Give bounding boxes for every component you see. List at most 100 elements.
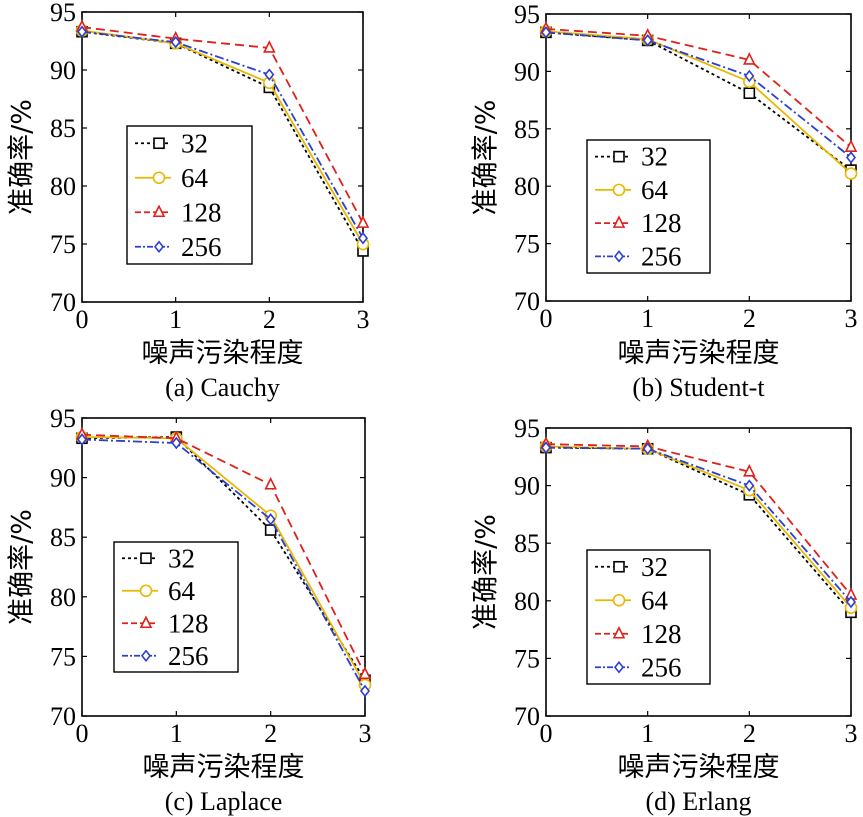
plot-frame xyxy=(545,427,852,717)
series-line-256 xyxy=(545,446,852,603)
legend-box xyxy=(126,125,253,265)
x-tick-label: 2 xyxy=(743,304,756,333)
y-tick-label: 70 xyxy=(514,702,540,731)
data-point-256 xyxy=(744,69,755,83)
legend-label-32: 32 xyxy=(181,128,208,158)
legend-label-64: 64 xyxy=(641,175,669,205)
legend-marker-64 xyxy=(612,593,626,607)
legend-label-256: 256 xyxy=(641,652,682,682)
data-point-256 xyxy=(264,68,275,81)
chart-panel-4: 70 75 80 85 90 95 0 1 2 3 噪声污染程度 准确率/% (d) Erlang 326… xyxy=(471,414,858,816)
x-axis-label: 噪声污染程度 xyxy=(618,752,780,783)
legend-marker-64 xyxy=(612,183,626,197)
chart-panel-3: 70 75 80 85 90 95 0 1 2 3 噪声污染程度 准确率/% (c) Laplace 32… xyxy=(7,404,372,816)
data-point-256 xyxy=(744,479,755,492)
legend-label-32: 32 xyxy=(168,543,195,573)
legend-label-128: 128 xyxy=(641,619,682,649)
data-point-256 xyxy=(845,595,857,609)
legend-marker-64 xyxy=(139,584,153,598)
legend-marker-64 xyxy=(152,171,166,185)
plot-frame xyxy=(81,11,364,303)
legend-marker-32 xyxy=(613,560,625,573)
y-tick-label: 80 xyxy=(50,172,76,201)
data-point-128 xyxy=(356,215,370,228)
y-tick-label: 75 xyxy=(50,230,76,259)
y-axis-label: 准确率/% xyxy=(7,99,38,215)
data-point-32 xyxy=(743,87,756,100)
x-tick-label: 1 xyxy=(170,719,183,748)
legend-label-128: 128 xyxy=(168,608,209,638)
data-point-256 xyxy=(76,25,88,39)
y-tick-label: 95 xyxy=(514,414,540,443)
data-point-256 xyxy=(540,26,552,39)
x-axis-label: 噪声污染程度 xyxy=(143,752,305,783)
legend-marker-128 xyxy=(139,615,153,629)
chart-panel-1: 70 75 80 85 90 95 0 1 2 3 噪声污染程度 准确率/% (a) Cauchy 32 6… xyxy=(7,0,370,402)
legend-box xyxy=(586,549,711,685)
series-line-32 xyxy=(81,30,364,252)
y-tick-label: 80 xyxy=(50,583,76,612)
y-tick-label: 70 xyxy=(514,287,540,316)
legend-label-256: 256 xyxy=(641,241,682,271)
chart-caption: (a) Cauchy xyxy=(165,373,280,402)
y-tick-label: 80 xyxy=(514,172,540,201)
x-tick-label: 3 xyxy=(845,719,858,748)
y-tick-label: 75 xyxy=(50,642,76,671)
legend-label-32: 32 xyxy=(641,552,668,582)
legend-box xyxy=(586,139,711,274)
legend-marker-256 xyxy=(140,649,152,663)
legend-marker-32 xyxy=(153,137,165,150)
data-point-256 xyxy=(845,151,857,164)
series-line-256 xyxy=(545,31,852,159)
x-tick-label: 2 xyxy=(743,719,756,748)
x-tick-label: 0 xyxy=(540,719,553,748)
x-tick-label: 0 xyxy=(76,719,89,748)
legend-label-64: 64 xyxy=(641,585,669,615)
x-tick-label: 0 xyxy=(540,304,553,333)
legend-marker-256 xyxy=(613,660,625,674)
data-point-64 xyxy=(844,167,858,180)
x-axis-label: 噪声污染程度 xyxy=(618,338,780,369)
legend-label-128: 128 xyxy=(641,208,682,238)
data-point-256 xyxy=(76,433,88,446)
x-tick-label: 3 xyxy=(357,305,370,334)
chart-panel-2: 70 75 80 85 90 95 0 1 2 3 噪声污染程度 准确率/% (b) Student-t… xyxy=(471,0,858,402)
x-axis-label: 噪声污染程度 xyxy=(142,338,304,369)
data-point-256 xyxy=(357,231,369,245)
chart-caption: (c) Laplace xyxy=(165,787,283,816)
y-axis-label: 准确率/% xyxy=(471,100,502,216)
series-line-256 xyxy=(81,30,364,239)
legend-marker-128 xyxy=(612,215,626,228)
data-point-128 xyxy=(743,52,756,65)
y-tick-label: 90 xyxy=(50,56,76,85)
y-tick-label: 95 xyxy=(514,0,540,29)
series-line-64 xyxy=(545,445,852,609)
series-line-32 xyxy=(545,31,852,171)
series-line-128 xyxy=(545,443,852,596)
data-point-128 xyxy=(844,139,858,152)
y-tick-label: 90 xyxy=(514,57,540,86)
y-tick-label: 95 xyxy=(50,0,76,27)
y-tick-label: 95 xyxy=(50,404,76,433)
data-point-256 xyxy=(265,513,276,526)
series-line-128 xyxy=(81,433,366,675)
y-axis-label: 准确率/% xyxy=(471,514,502,630)
legend-marker-256 xyxy=(613,250,625,263)
x-tick-label: 0 xyxy=(76,305,89,334)
x-tick-label: 1 xyxy=(641,304,654,333)
data-point-128 xyxy=(263,40,276,53)
chart-caption: (d) Erlang xyxy=(645,787,751,816)
legend-label-256: 256 xyxy=(168,641,209,671)
plot-frame xyxy=(81,417,366,717)
x-tick-label: 1 xyxy=(641,719,654,748)
legend-label-256: 256 xyxy=(181,232,222,262)
y-tick-label: 85 xyxy=(514,529,540,558)
y-tick-label: 75 xyxy=(514,230,540,259)
legend-marker-128 xyxy=(612,625,626,639)
x-tick-label: 2 xyxy=(263,305,276,334)
